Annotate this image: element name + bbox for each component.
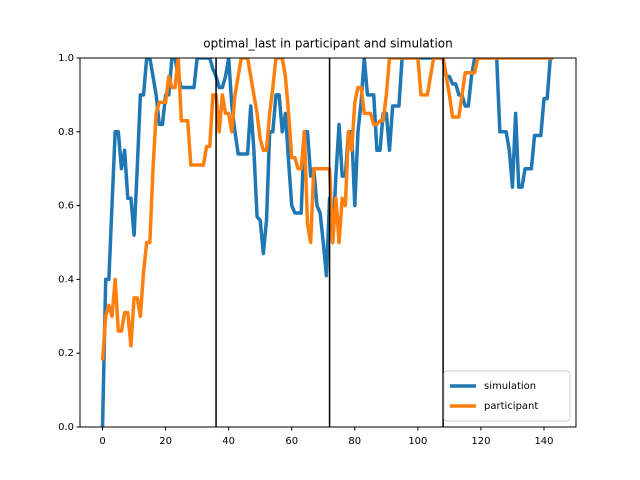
y-tick-label: 0.8: [58, 127, 74, 138]
x-tick-label: 20: [159, 436, 172, 447]
x-tick-label: 120: [471, 436, 490, 447]
chart-title: optimal_last in participant and simulati…: [203, 37, 453, 51]
x-tick-label: 60: [285, 436, 298, 447]
plot-area: [100, 58, 554, 427]
series-line: [100, 58, 554, 361]
x-tick-label: 100: [408, 436, 427, 447]
y-tick-label: 1.0: [58, 53, 74, 64]
y-tick-label: 0.4: [58, 274, 74, 285]
legend-box: [443, 370, 571, 422]
y-tick-label: 0.2: [58, 348, 74, 359]
x-tick-label: 140: [534, 436, 553, 447]
axes-frame: [79, 57, 577, 428]
legend-label: simulation: [484, 381, 536, 392]
x-tick-label: 40: [222, 436, 235, 447]
x-tick-label: 0: [99, 436, 105, 447]
legend-label: participant: [484, 401, 538, 412]
y-tick-label: 0.6: [58, 201, 74, 212]
y-tick-label: 0.0: [58, 422, 74, 433]
x-tick-label: 80: [348, 436, 361, 447]
